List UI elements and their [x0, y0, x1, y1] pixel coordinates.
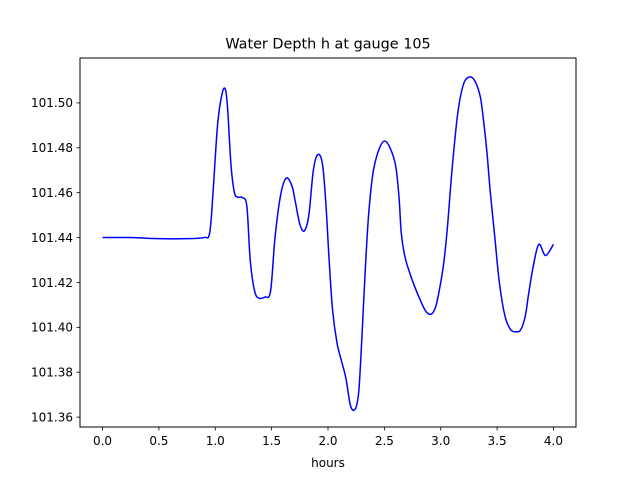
y-tick-label: 101.40 — [31, 321, 73, 335]
x-tick-label: 1.5 — [262, 434, 281, 448]
y-tick-label: 101.48 — [31, 141, 73, 155]
x-axis-label: hours — [311, 456, 345, 470]
y-tick-label: 101.44 — [31, 231, 73, 245]
x-axis-ticks: 0.0 0.5 1.0 1.5 2.0 2.5 3.0 3.5 4.0 — [93, 427, 563, 448]
x-tick-label: 3.0 — [431, 434, 450, 448]
plot-area — [102, 76, 555, 412]
series-line-0 — [102, 76, 555, 412]
chart-title: Water Depth h at gauge 105 — [225, 37, 430, 53]
y-tick-label: 101.42 — [31, 276, 73, 290]
x-tick-label: 2.0 — [318, 434, 337, 448]
x-tick-label: 3.5 — [488, 434, 507, 448]
y-tick-label: 101.36 — [31, 410, 73, 424]
x-tick-label: 0.0 — [93, 434, 112, 448]
x-tick-label: 0.5 — [149, 434, 168, 448]
y-tick-label: 101.38 — [31, 366, 73, 380]
x-tick-label: 2.5 — [375, 434, 394, 448]
y-tick-label: 101.50 — [31, 96, 73, 110]
y-tick-label: 101.46 — [31, 186, 73, 200]
x-tick-label: 1.0 — [206, 434, 225, 448]
x-tick-label: 4.0 — [544, 434, 563, 448]
y-axis-ticks: 101.36 101.38 101.40 101.42 101.44 101.46 101.… — [31, 96, 80, 424]
